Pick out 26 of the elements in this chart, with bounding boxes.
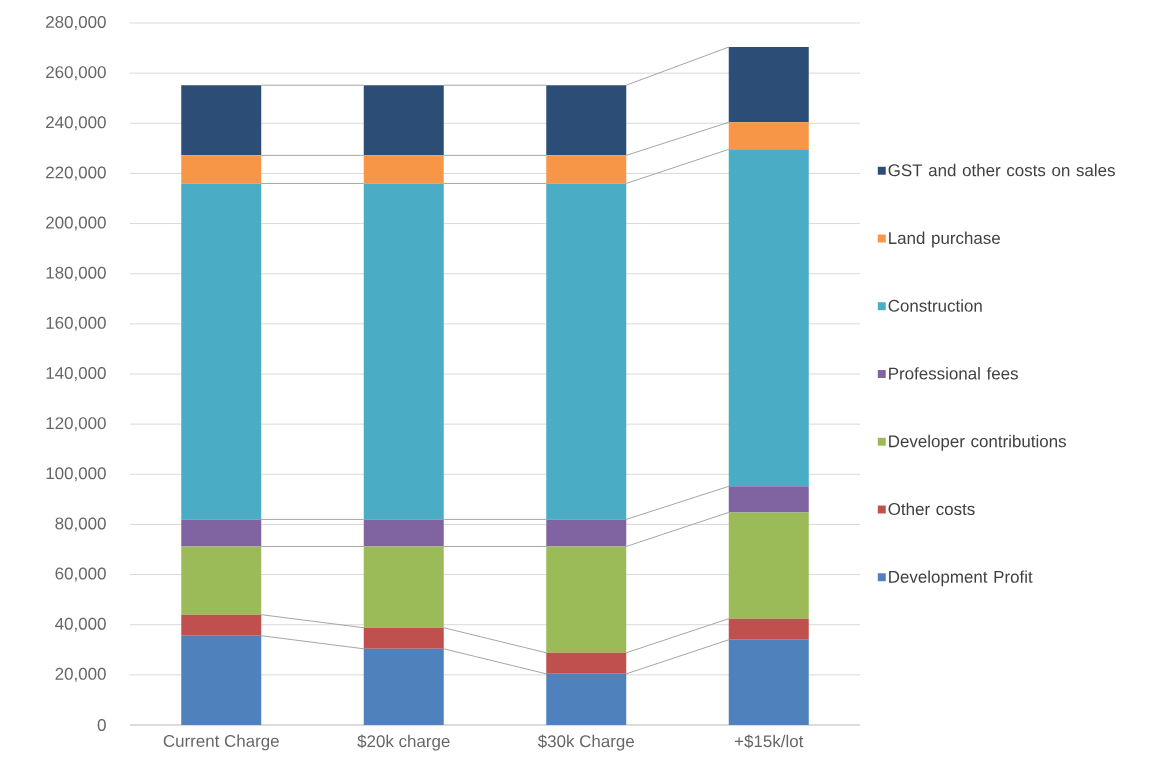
legend-label: Construction: [888, 299, 982, 312]
y-tick-label: 220,000: [46, 166, 106, 181]
y-tick-label: 80,000: [55, 517, 106, 532]
y-tick-label: 100,000: [46, 467, 106, 482]
legend-label: Land purchase: [889, 231, 1000, 248]
x-tick-label: Current Charge: [163, 734, 279, 751]
legend-label: Developer contributions: [889, 434, 1066, 451]
y-tick-label: 200,000: [46, 216, 106, 231]
y-tick-label: 60,000: [55, 567, 106, 582]
legend-label: GST and other costs on sales: [888, 163, 1115, 177]
y-tick-label: 140,000: [46, 367, 106, 381]
x-tick-label: $30k Charge: [537, 734, 634, 751]
y-tick-label: 180,000: [46, 266, 106, 281]
x-tick-label: +$15k/lot: [734, 734, 804, 749]
y-tick-label: 160,000: [46, 316, 106, 331]
y-tick-label: 0: [97, 719, 106, 731]
y-tick-label: 240,000: [46, 116, 106, 131]
y-tick-label: 120,000: [46, 417, 106, 432]
y-tick-label: 280,000: [46, 15, 106, 30]
legend-label: Professional fees: [889, 367, 1018, 380]
legend-label: Other costs: [888, 502, 975, 516]
x-tick-label: $20k charge: [357, 734, 450, 751]
y-tick-label: 40,000: [55, 617, 106, 632]
y-tick-label: 20,000: [55, 667, 106, 682]
legend-label: Development Profit: [889, 570, 1033, 587]
y-tick-label: 260,000: [46, 66, 106, 81]
